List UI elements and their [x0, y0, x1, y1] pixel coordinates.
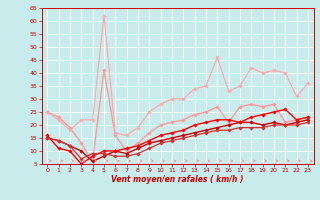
X-axis label: Vent moyen/en rafales ( km/h ): Vent moyen/en rafales ( km/h )	[111, 175, 244, 184]
